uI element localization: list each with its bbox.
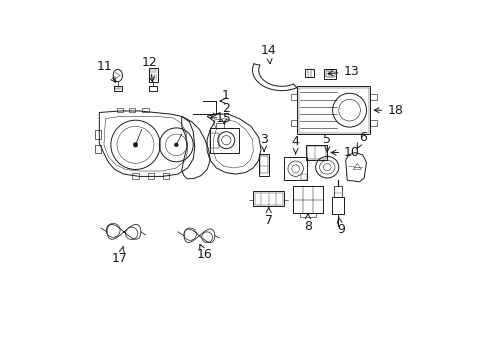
Circle shape	[133, 143, 138, 147]
Bar	[305, 69, 313, 77]
Bar	[128, 108, 135, 112]
Bar	[149, 86, 157, 91]
Bar	[148, 68, 158, 82]
Bar	[333, 186, 341, 197]
Bar	[324, 69, 336, 78]
Text: 13: 13	[327, 65, 358, 78]
Text: 14: 14	[260, 44, 276, 64]
Text: 16: 16	[197, 244, 212, 261]
Bar	[331, 197, 344, 214]
Bar	[260, 156, 267, 173]
Text: 3: 3	[260, 133, 267, 152]
Bar	[254, 193, 282, 205]
Bar	[117, 108, 123, 112]
Text: 2: 2	[221, 102, 229, 115]
Text: 9: 9	[336, 217, 345, 236]
Text: 17: 17	[112, 247, 128, 265]
Text: 1: 1	[221, 89, 229, 102]
Bar	[114, 86, 122, 91]
Bar	[325, 71, 334, 77]
Bar	[95, 130, 101, 139]
Bar	[210, 128, 239, 153]
Bar	[258, 154, 269, 176]
Bar	[284, 157, 306, 180]
Text: 4: 4	[291, 135, 299, 154]
Text: 18: 18	[373, 104, 402, 117]
Text: 6: 6	[356, 131, 366, 149]
Bar	[301, 174, 306, 180]
Bar	[293, 186, 322, 213]
Bar	[253, 191, 284, 206]
Bar	[142, 108, 148, 112]
Text: 15: 15	[216, 112, 231, 125]
Bar	[95, 145, 101, 153]
Bar	[163, 173, 169, 179]
Bar	[369, 94, 376, 100]
Text: 10: 10	[330, 146, 359, 159]
Bar	[216, 123, 224, 128]
Text: 8: 8	[304, 213, 311, 233]
Bar	[299, 213, 316, 217]
Bar	[290, 120, 297, 126]
Text: 12: 12	[141, 56, 157, 82]
Bar	[290, 94, 297, 100]
Bar	[369, 120, 376, 126]
Bar	[306, 147, 325, 159]
Bar	[297, 86, 369, 134]
Bar	[210, 132, 219, 148]
Text: 7: 7	[264, 207, 272, 227]
Bar	[305, 145, 326, 160]
Bar	[298, 88, 368, 132]
Bar	[132, 173, 138, 179]
Bar	[147, 173, 154, 179]
Text: 5: 5	[323, 133, 330, 152]
Circle shape	[174, 143, 178, 147]
Text: 11: 11	[97, 60, 115, 82]
